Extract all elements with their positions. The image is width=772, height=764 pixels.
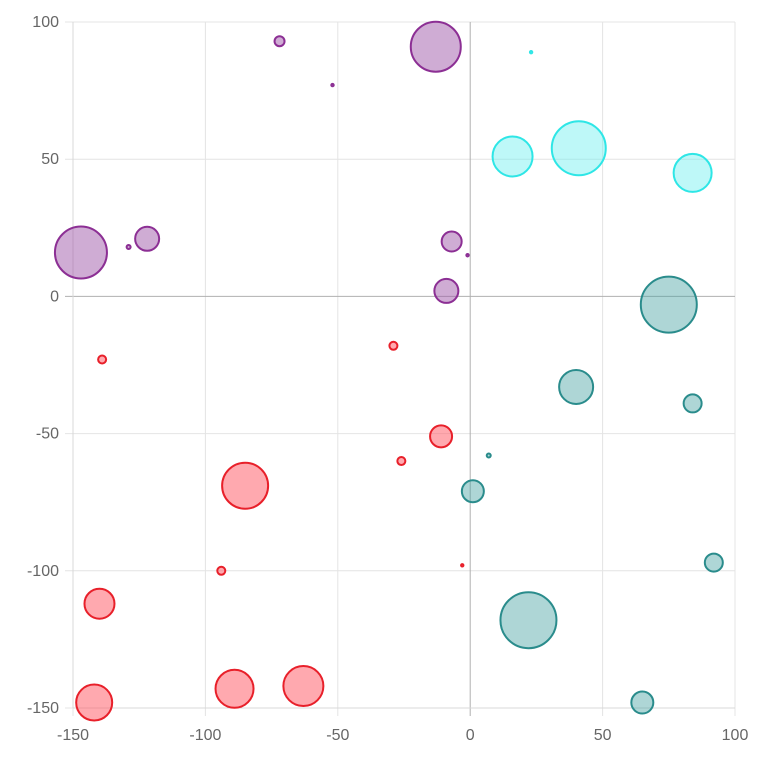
- bubble-series-4[interactable]: [433, 277, 460, 304]
- y-tick-label: 0: [50, 288, 59, 305]
- axes: [65, 22, 735, 716]
- y-tick-label: 100: [32, 14, 59, 31]
- bubble-series-4[interactable]: [53, 225, 108, 280]
- x-tick-label: 0: [466, 727, 475, 744]
- bubble-series-2[interactable]: [499, 591, 558, 650]
- y-tick-label: -150: [27, 700, 59, 717]
- bubble-series-2[interactable]: [703, 552, 724, 573]
- y-tick-label: 50: [41, 151, 59, 168]
- bubbles: [53, 20, 724, 722]
- bubble-series-1[interactable]: [216, 565, 227, 576]
- y-tick-label: -100: [27, 563, 59, 580]
- bubble-series-1[interactable]: [75, 683, 114, 722]
- bubble-series-4[interactable]: [330, 82, 335, 88]
- bubble-series-2[interactable]: [485, 452, 492, 459]
- bubble-series-1[interactable]: [221, 461, 270, 510]
- bubble-series-3[interactable]: [528, 49, 534, 55]
- bubble-series-1[interactable]: [460, 563, 465, 568]
- bubble-series-1[interactable]: [388, 340, 399, 351]
- bubble-series-2[interactable]: [460, 479, 485, 504]
- grid-lines: [65, 21, 736, 716]
- bubble-series-4[interactable]: [465, 253, 470, 258]
- x-tick-label: 100: [722, 727, 749, 744]
- bubble-series-1[interactable]: [83, 587, 116, 620]
- bubble-series-4[interactable]: [134, 225, 161, 252]
- bubble-series-2[interactable]: [639, 275, 698, 334]
- bubble-series-4[interactable]: [409, 20, 462, 73]
- x-tick-label: 50: [594, 727, 612, 744]
- bubble-series-1[interactable]: [282, 665, 325, 708]
- bubble-series-2[interactable]: [630, 690, 655, 715]
- bubble-series-2[interactable]: [558, 368, 595, 405]
- bubble-series-1[interactable]: [214, 668, 255, 709]
- bubble-series-4[interactable]: [125, 244, 132, 251]
- bubble-series-1[interactable]: [429, 424, 454, 449]
- y-tick-label: -50: [36, 426, 59, 443]
- x-tick-label: -150: [57, 727, 89, 744]
- bubble-series-1[interactable]: [396, 456, 407, 467]
- bubble-series-2[interactable]: [682, 393, 703, 414]
- bubble-series-4[interactable]: [273, 35, 286, 48]
- bubble-series-3[interactable]: [672, 152, 713, 193]
- x-tick-label: -100: [189, 727, 221, 744]
- bubble-series-1[interactable]: [97, 354, 108, 365]
- tick-labels: -150 -100 -50 0 50 100 100 50 0 -50 -100 -150: [27, 14, 748, 744]
- bubble-series-4[interactable]: [440, 230, 463, 253]
- x-tick-label: -50: [326, 727, 349, 744]
- bubble-series-3[interactable]: [550, 120, 607, 177]
- bubble-series-3[interactable]: [491, 135, 534, 178]
